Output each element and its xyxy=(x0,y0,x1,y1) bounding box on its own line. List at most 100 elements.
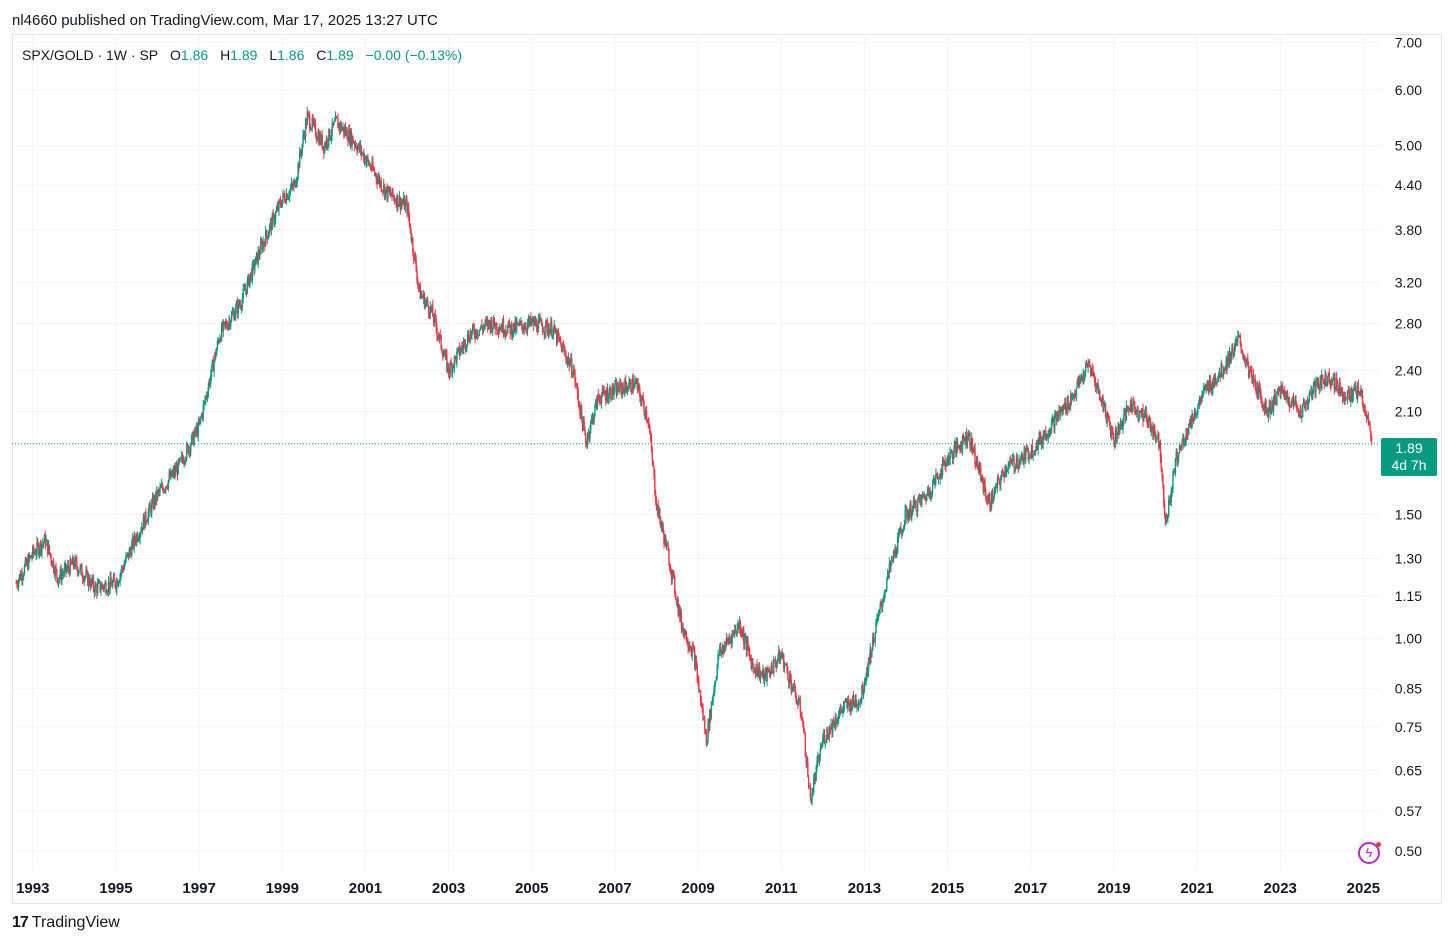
candle-body xyxy=(1179,446,1182,448)
candle-body xyxy=(937,477,940,479)
candle-body xyxy=(1137,409,1139,419)
candle-body xyxy=(293,182,295,188)
candle-body xyxy=(391,188,393,197)
candle-body xyxy=(924,494,926,499)
candle-body xyxy=(869,648,871,663)
candle-body xyxy=(358,143,360,148)
candle-body xyxy=(763,674,766,682)
candle-body xyxy=(818,756,821,763)
candle-body xyxy=(321,135,323,149)
candle-body xyxy=(1336,385,1339,388)
candle-body xyxy=(669,569,672,571)
candle-body xyxy=(29,555,31,558)
candle-body xyxy=(249,277,251,287)
candle-body xyxy=(491,327,494,332)
candle-body xyxy=(329,138,332,140)
candle-body xyxy=(225,322,227,325)
candle-body xyxy=(722,647,724,654)
candle-body xyxy=(124,562,126,565)
candle-body xyxy=(920,498,922,505)
candle-body xyxy=(1243,355,1246,361)
candle-body xyxy=(40,541,42,553)
candle-body xyxy=(407,206,410,218)
candle-body xyxy=(836,721,838,724)
candle-body xyxy=(215,349,218,357)
candle-body xyxy=(67,565,70,570)
candle-body xyxy=(589,430,591,438)
candle-body xyxy=(427,299,429,307)
candle-body xyxy=(308,113,310,116)
candle-body xyxy=(807,761,809,777)
candle-body xyxy=(714,683,716,692)
candle-body xyxy=(876,619,878,623)
candle-body xyxy=(1042,434,1044,444)
candle-body xyxy=(904,510,906,525)
candle-body xyxy=(1363,405,1365,411)
candle-body xyxy=(349,130,352,144)
candle-body xyxy=(941,459,944,476)
x-tick-label: 1995 xyxy=(99,880,132,897)
candle-body xyxy=(923,494,925,497)
y-tick-label: 2.40 xyxy=(1395,363,1422,379)
candle-body xyxy=(891,556,894,561)
candle-body xyxy=(625,386,628,393)
candle-body xyxy=(556,330,558,343)
candle-body xyxy=(141,527,144,530)
candle-body xyxy=(289,188,292,191)
candle-body xyxy=(160,484,163,488)
candle-body xyxy=(488,320,491,324)
candle-body xyxy=(596,394,599,409)
candle-body xyxy=(741,633,743,636)
candle-body xyxy=(1044,430,1046,438)
candle-body xyxy=(862,685,864,695)
candle-body xyxy=(170,470,173,477)
candle-body xyxy=(1099,389,1101,401)
candle-body xyxy=(590,421,592,431)
candle-body xyxy=(402,203,404,204)
candle-body xyxy=(538,318,540,321)
candle-body xyxy=(530,316,532,324)
candle-body xyxy=(655,502,658,510)
candle-body xyxy=(1114,429,1117,444)
candle-body xyxy=(1161,469,1163,476)
candle-body xyxy=(701,704,703,708)
candle-body xyxy=(960,442,963,450)
candle-body xyxy=(568,358,570,367)
candle-body xyxy=(252,262,254,264)
candle-body xyxy=(1143,415,1145,422)
candle-body xyxy=(983,480,985,492)
candle-body xyxy=(976,456,979,467)
candle-body xyxy=(652,461,654,467)
candle-body xyxy=(1121,421,1123,430)
candle-body xyxy=(551,322,553,337)
candle-body xyxy=(1209,380,1212,391)
candle-body xyxy=(1149,421,1152,432)
candle-body xyxy=(283,193,285,196)
candle-body xyxy=(313,121,315,123)
candle-body xyxy=(371,161,373,170)
candle-body xyxy=(966,440,969,444)
candle-body xyxy=(551,334,554,337)
candle-body xyxy=(149,504,151,507)
candle-body xyxy=(911,505,914,515)
x-tick-label: 2015 xyxy=(931,880,964,897)
candle-body xyxy=(1016,458,1019,466)
candle-body xyxy=(37,542,39,545)
candle-body xyxy=(433,314,436,322)
tradingview-logo[interactable]: 17 TradingView xyxy=(12,914,120,932)
candle-body xyxy=(816,761,818,767)
candle-body xyxy=(574,370,576,383)
candle-body xyxy=(184,461,186,463)
x-tick-label: 2021 xyxy=(1180,880,1213,897)
candle-body xyxy=(573,370,575,372)
candle-body xyxy=(156,490,159,500)
x-tick-label: 1997 xyxy=(182,880,215,897)
candle-body xyxy=(1357,385,1360,392)
candle-body xyxy=(734,630,737,633)
candle-body xyxy=(586,437,589,445)
x-tick-label: 2011 xyxy=(765,880,798,897)
candle-body xyxy=(848,703,851,711)
lightning-bolt-icon[interactable]: ϟ xyxy=(1358,842,1380,864)
candle-body xyxy=(730,638,733,644)
